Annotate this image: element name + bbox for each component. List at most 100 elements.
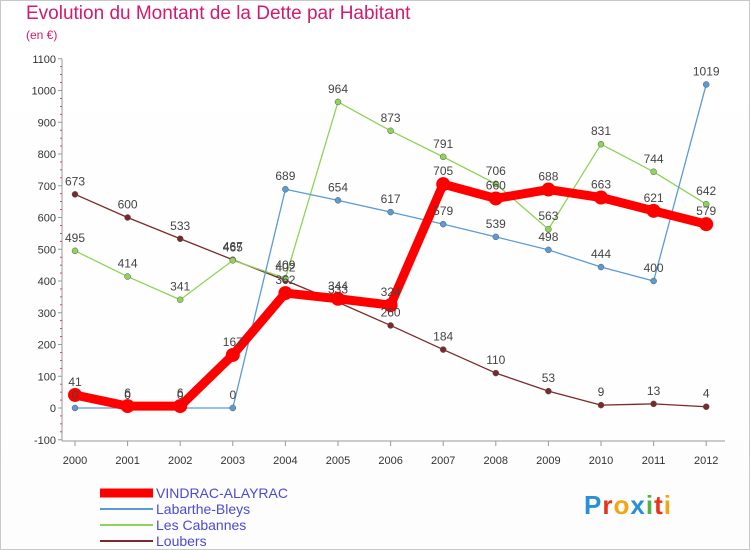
data-point bbox=[702, 81, 710, 88]
data-point bbox=[699, 217, 714, 232]
y-tick-label: 600 bbox=[38, 213, 56, 225]
data-label: 706 bbox=[486, 164, 506, 178]
proxiti-logo: Proxiti bbox=[584, 490, 672, 520]
data-label: 663 bbox=[591, 177, 611, 191]
data-label: 333 bbox=[328, 282, 348, 296]
data-point bbox=[278, 286, 293, 301]
data-label: 53 bbox=[542, 371, 556, 385]
data-label: 9 bbox=[598, 385, 605, 399]
data-point bbox=[597, 140, 605, 148]
y-tick-label: 500 bbox=[38, 244, 56, 256]
data-point bbox=[176, 296, 184, 303]
data-point bbox=[334, 98, 342, 106]
y-tick-label: 800 bbox=[38, 149, 56, 161]
data-label: 689 bbox=[275, 169, 295, 183]
y-tick-label: 100 bbox=[38, 371, 56, 383]
data-point bbox=[334, 197, 342, 204]
data-label: 539 bbox=[486, 217, 506, 231]
x-tick-label: 2002 bbox=[168, 455, 192, 467]
data-label: 873 bbox=[381, 111, 401, 125]
data-label: 621 bbox=[644, 191, 664, 205]
data-label: 184 bbox=[433, 330, 453, 344]
data-label: 654 bbox=[328, 180, 348, 194]
data-point bbox=[492, 369, 500, 377]
data-label: 533 bbox=[170, 219, 190, 233]
data-point bbox=[702, 200, 710, 208]
x-tick-label: 2007 bbox=[431, 455, 455, 467]
data-point bbox=[650, 168, 657, 176]
data-label: 831 bbox=[591, 124, 611, 138]
data-point bbox=[597, 401, 605, 409]
legend-label: Loubers bbox=[156, 533, 207, 549]
data-point bbox=[439, 153, 447, 161]
data-label: 402 bbox=[275, 260, 295, 274]
data-label: 579 bbox=[433, 204, 453, 218]
legend-label: VINDRAC-ALAYRAC bbox=[156, 485, 288, 501]
data-label: 660 bbox=[486, 178, 506, 192]
data-label: 498 bbox=[538, 230, 558, 244]
data-point bbox=[383, 298, 398, 313]
y-tick-label: 200 bbox=[38, 340, 56, 352]
data-point bbox=[541, 182, 556, 197]
data-point bbox=[702, 403, 710, 410]
data-point bbox=[597, 263, 605, 271]
data-label: 791 bbox=[433, 137, 453, 151]
data-label: 409 bbox=[275, 258, 295, 272]
data-label: 167 bbox=[223, 335, 243, 349]
data-point bbox=[282, 185, 289, 193]
data-label: 465 bbox=[223, 240, 243, 254]
y-tick-label: 900 bbox=[38, 117, 56, 129]
x-tick-label: 2008 bbox=[484, 455, 508, 467]
chart-subtitle: (en €) bbox=[26, 28, 58, 42]
data-label: 444 bbox=[591, 247, 611, 261]
y-tick-label: 1000 bbox=[32, 86, 56, 98]
data-point bbox=[545, 225, 552, 233]
data-label: 0 bbox=[124, 388, 131, 402]
y-tick-label: 1100 bbox=[32, 54, 56, 66]
data-label: 324 bbox=[381, 285, 401, 299]
data-point bbox=[68, 387, 82, 402]
data-point bbox=[176, 235, 184, 243]
data-point bbox=[229, 257, 237, 264]
data-label: 0 bbox=[177, 388, 184, 402]
data-label: 414 bbox=[118, 257, 138, 271]
y-tick-label: 400 bbox=[38, 276, 56, 288]
data-label: 1019 bbox=[693, 64, 720, 78]
data-point bbox=[387, 127, 394, 135]
data-label: 744 bbox=[644, 152, 664, 166]
data-label: 467 bbox=[223, 240, 243, 254]
x-tick-label: 2004 bbox=[273, 455, 297, 467]
data-label: 563 bbox=[538, 209, 558, 223]
data-point bbox=[545, 246, 552, 254]
data-label: 705 bbox=[433, 164, 453, 178]
data-point bbox=[646, 203, 661, 218]
data-point bbox=[439, 346, 447, 353]
data-point bbox=[71, 404, 79, 412]
data-label: 0 bbox=[72, 388, 79, 402]
x-tick-label: 2003 bbox=[221, 455, 245, 467]
y-tick-label: 700 bbox=[38, 181, 56, 193]
data-label: 495 bbox=[65, 231, 85, 245]
data-point bbox=[387, 208, 394, 216]
data-label: 344 bbox=[328, 279, 348, 293]
data-label: 6 bbox=[177, 386, 184, 400]
data-point bbox=[492, 180, 500, 188]
x-tick-label: 2006 bbox=[378, 455, 402, 467]
data-point bbox=[173, 399, 188, 414]
data-label: 4 bbox=[703, 387, 710, 401]
data-label: 579 bbox=[696, 204, 716, 218]
legend-label: Labarthe-Bleys bbox=[156, 501, 250, 517]
x-tick-label: 2010 bbox=[589, 455, 613, 467]
x-tick-label: 2012 bbox=[694, 455, 718, 467]
data-label: 260 bbox=[381, 305, 401, 319]
data-label: 600 bbox=[118, 198, 138, 212]
data-label: 642 bbox=[696, 184, 716, 198]
data-label: 13 bbox=[647, 384, 661, 398]
data-point bbox=[229, 404, 237, 412]
data-label: 617 bbox=[381, 192, 401, 206]
chart-title: Evolution du Montant de la Dette par Hab… bbox=[26, 3, 411, 24]
data-label: 6 bbox=[124, 386, 131, 400]
x-tick-label: 2000 bbox=[63, 455, 87, 467]
data-point bbox=[71, 247, 79, 255]
data-point bbox=[650, 400, 657, 408]
